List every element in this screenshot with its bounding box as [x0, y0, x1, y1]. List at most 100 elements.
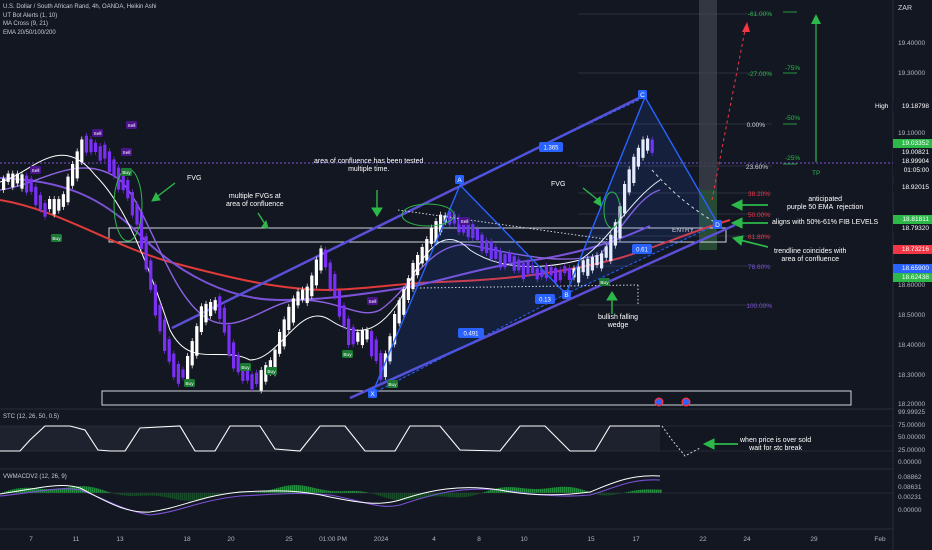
stc-legend[interactable]: STC (12, 26, 50, 0.5)	[3, 414, 60, 420]
fvg-ellipse-middle	[401, 203, 455, 227]
fib-levels	[578, 13, 772, 306]
buy-signal-badge	[121, 168, 132, 176]
macd-histogram-bar	[260, 491, 262, 493]
macd-histogram-bar	[394, 493, 396, 500]
macd-histogram-bar	[362, 491, 364, 493]
macd-histogram-bar	[652, 489, 654, 493]
macd-histogram-bar	[580, 489, 582, 493]
indicator-ema[interactable]: EMA 20/50/100/200	[3, 29, 56, 36]
time-tick: 10	[520, 536, 528, 543]
macd-histogram-bar	[444, 493, 446, 497]
macd-histogram-bar	[178, 493, 180, 500]
macd-histogram-bar	[150, 493, 152, 496]
macd-histogram-bar	[122, 493, 124, 496]
sell-signal-badge	[126, 121, 137, 129]
macd-histogram-bar	[384, 493, 386, 498]
macd-histogram-bar	[34, 488, 36, 493]
macd-histogram-bar	[148, 493, 150, 496]
macd-histogram-bar	[70, 487, 72, 493]
sell-signal-label: Sell	[128, 123, 136, 129]
event-icons[interactable]	[654, 397, 691, 407]
symbol-title[interactable]: U.S. Dollar / South African Rand, 4h, OA…	[3, 4, 157, 10]
macd-histogram-bar	[140, 493, 142, 496]
vwmacd-legend[interactable]: VWMACDV2 (12, 26, 9)	[3, 474, 67, 480]
macd-histogram-bar	[460, 493, 462, 498]
macd-histogram-bar	[126, 493, 128, 496]
macd-tick: 0.00231	[898, 494, 922, 501]
macd-histogram-bar	[338, 491, 340, 493]
macd-histogram-bar	[194, 493, 196, 501]
fib-labels: -61.00% -27.00% 0.00% 23.60% 38.20% 50.0…	[746, 11, 772, 310]
macd-histogram-bar	[376, 493, 378, 495]
macd-histogram-bar	[352, 490, 354, 493]
macd-histogram-bar	[196, 493, 198, 501]
buy-signal-label: Buy	[267, 369, 276, 375]
macd-histogram-bar	[388, 493, 390, 499]
macd-histogram-bar	[374, 493, 376, 495]
macd-histogram-bar	[298, 485, 300, 493]
buy-signal-label: Buy	[241, 365, 250, 371]
macd-histogram-bar	[312, 487, 314, 493]
buy-signal-badge	[599, 278, 610, 286]
sell-signal-badge	[121, 148, 132, 156]
indicator-ut-bot[interactable]: UT Bot Alerts (1, 10)	[3, 12, 58, 19]
macd-histogram-bar	[156, 493, 158, 496]
macd-histogram-bar	[284, 486, 286, 493]
buy-signal-badge	[184, 379, 195, 387]
macd-histogram-bar	[564, 486, 566, 493]
macd-line	[0, 475, 661, 513]
ema-rejection-note: anticipated purple 50 EMA rejection	[787, 196, 864, 211]
point-d-label: D	[715, 222, 720, 229]
macd-histogram-bar	[170, 493, 172, 499]
macd-histogram-bar	[528, 488, 530, 493]
trendline-note: trendline coincides with area of conflue…	[774, 248, 847, 263]
wedge-top-line	[397, 209, 613, 241]
support-zone-box	[101, 390, 852, 406]
macd-histogram-bar	[182, 493, 184, 501]
macd-histogram-bar	[372, 493, 374, 494]
macd-histogram-bar	[404, 493, 406, 501]
macd-histogram-bar	[448, 493, 450, 497]
macd-histogram-bar	[392, 493, 394, 500]
macd-histogram-bar	[402, 493, 404, 501]
macd-histogram-bar	[26, 487, 28, 493]
time-tick: 2024	[373, 536, 389, 543]
macd-histogram-bar	[638, 489, 640, 493]
macd-histogram-bar	[202, 493, 204, 499]
macd-histogram-bar	[146, 493, 148, 496]
macd-histogram-bar	[32, 488, 34, 493]
fib-label: -61.00%	[748, 11, 772, 18]
macd-histogram-bar	[286, 485, 288, 493]
macd-histogram-bar	[190, 493, 192, 501]
macd-tick: 0.08631	[898, 484, 922, 491]
macd-histogram-bar	[488, 490, 490, 493]
macd-histogram-bar	[550, 487, 552, 493]
macd-histogram-bar	[124, 493, 126, 496]
indicator-ma-cross[interactable]: MA Cross (9, 21)	[3, 21, 49, 27]
macd-histogram-bar	[314, 488, 316, 493]
fib-label: -27.00%	[748, 71, 772, 78]
macd-histogram-bar	[96, 488, 98, 493]
macd-histogram-bar	[472, 493, 474, 496]
target-levels	[783, 11, 797, 165]
macd-histogram-bar	[336, 491, 338, 493]
macd-histogram-bar	[328, 490, 330, 493]
macd-histogram-bar	[116, 493, 118, 495]
sell-signal-label: Sell	[461, 219, 469, 225]
sell-signal-badge	[459, 217, 470, 225]
macd-histogram-bar	[408, 493, 410, 500]
macd-histogram-bar	[2, 492, 4, 493]
macd-histogram-bar	[168, 493, 170, 498]
wedge-note: bullish falling wedge	[598, 314, 639, 329]
time-tick: 17	[632, 536, 640, 543]
macd-histogram-bar	[508, 487, 510, 493]
macd-histogram-bar	[256, 492, 258, 493]
time-tick: 11	[72, 536, 80, 543]
macd-histogram-bar	[606, 493, 608, 496]
currency-selector[interactable]: ZAR	[898, 5, 912, 12]
macd-histogram-bar	[658, 489, 660, 493]
macd-histogram-bar	[60, 488, 62, 493]
macd-histogram-bar	[422, 493, 424, 498]
target-label: -50%	[785, 115, 800, 122]
